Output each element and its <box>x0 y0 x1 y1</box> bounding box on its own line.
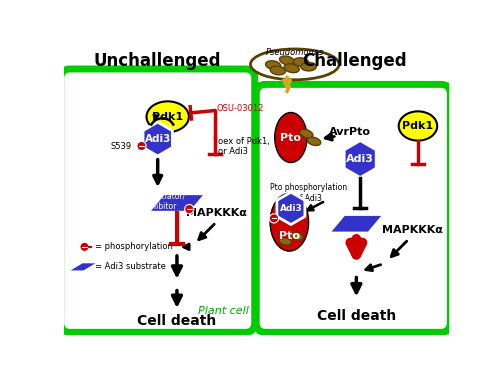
Ellipse shape <box>274 112 307 162</box>
Ellipse shape <box>146 101 189 132</box>
Text: MAPKKKα: MAPKKKα <box>382 225 443 235</box>
FancyBboxPatch shape <box>256 84 450 332</box>
Text: Plant cell: Plant cell <box>198 306 250 316</box>
Text: Cell death: Cell death <box>138 314 216 328</box>
Ellipse shape <box>307 137 321 146</box>
FancyBboxPatch shape <box>60 69 254 332</box>
Text: oex of Pdk1,
or Adi3: oex of Pdk1, or Adi3 <box>218 137 270 156</box>
Text: Challenged: Challenged <box>302 52 407 70</box>
Text: AvrPto: AvrPto <box>329 127 371 137</box>
Circle shape <box>137 141 146 151</box>
Ellipse shape <box>300 129 313 138</box>
Polygon shape <box>277 192 305 224</box>
Polygon shape <box>344 141 376 177</box>
Ellipse shape <box>293 58 308 66</box>
Text: Pto: Pto <box>280 132 301 143</box>
Text: Adi3: Adi3 <box>346 154 374 164</box>
Ellipse shape <box>280 238 291 245</box>
Text: Pto phosphorylation
of Adi3: Pto phosphorylation of Adi3 <box>270 183 347 203</box>
Text: PCD initiator/
inhibitor: PCD initiator/ inhibitor <box>134 192 186 211</box>
Ellipse shape <box>284 64 300 73</box>
Ellipse shape <box>398 111 437 141</box>
Ellipse shape <box>266 61 281 70</box>
Text: OSU-03012: OSU-03012 <box>216 104 264 113</box>
Ellipse shape <box>270 66 285 75</box>
Circle shape <box>270 214 278 223</box>
Polygon shape <box>143 122 172 156</box>
Ellipse shape <box>291 232 303 240</box>
Text: S539: S539 <box>110 142 132 151</box>
Text: Unchallenged: Unchallenged <box>94 52 222 70</box>
Polygon shape <box>148 194 206 212</box>
Polygon shape <box>67 262 99 271</box>
Circle shape <box>184 205 194 214</box>
Text: MAPKKKα: MAPKKKα <box>186 208 246 218</box>
Text: Cell death: Cell death <box>316 309 396 323</box>
Ellipse shape <box>301 62 316 71</box>
Text: Pdk1: Pdk1 <box>152 112 184 122</box>
Circle shape <box>80 242 89 252</box>
Text: Adi3: Adi3 <box>144 134 171 144</box>
Text: Pdk1: Pdk1 <box>402 121 434 131</box>
Text: Pseudomonas: Pseudomonas <box>266 49 324 57</box>
Ellipse shape <box>250 49 339 80</box>
Text: Pto: Pto <box>279 231 300 241</box>
Text: = phosphorylation: = phosphorylation <box>94 243 172 252</box>
Ellipse shape <box>270 193 308 251</box>
Text: = Adi3 substrate: = Adi3 substrate <box>94 262 166 271</box>
Ellipse shape <box>280 56 294 65</box>
Text: Adi3: Adi3 <box>280 204 302 213</box>
Polygon shape <box>328 215 384 233</box>
